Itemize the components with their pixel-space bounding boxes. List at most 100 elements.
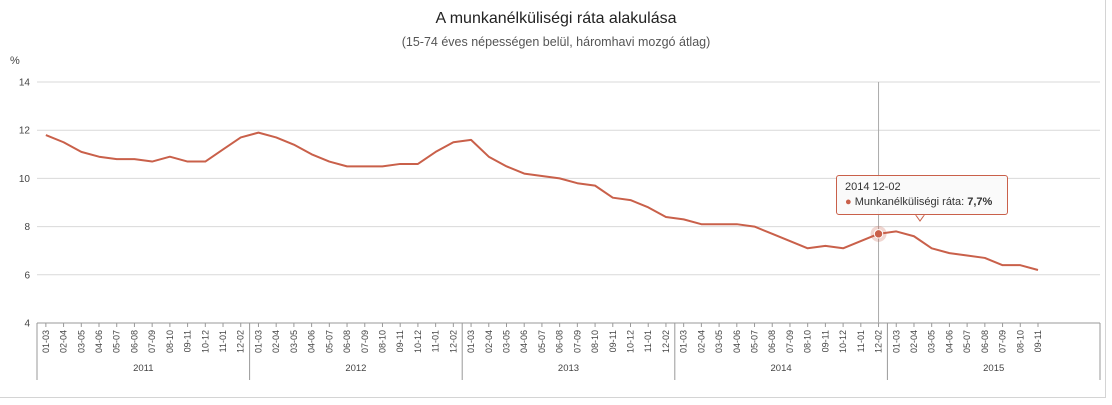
data-point[interactable] bbox=[946, 250, 952, 256]
data-point[interactable] bbox=[61, 139, 67, 145]
data-point[interactable] bbox=[1000, 262, 1006, 268]
x-tick-label: 05-07 bbox=[324, 330, 334, 353]
data-point[interactable] bbox=[521, 171, 527, 177]
data-point[interactable] bbox=[503, 163, 509, 169]
data-point[interactable] bbox=[255, 130, 261, 136]
data-point-highlighted[interactable] bbox=[873, 229, 884, 239]
data-point[interactable] bbox=[610, 195, 616, 201]
x-tick-label: 04-06 bbox=[519, 330, 529, 353]
year-label: 2012 bbox=[345, 363, 366, 374]
data-point[interactable] bbox=[344, 163, 350, 169]
x-tick-label: 06-08 bbox=[767, 330, 777, 353]
x-tick-label: 10-12 bbox=[200, 330, 210, 353]
data-point[interactable] bbox=[964, 253, 970, 259]
x-tick-label: 12-02 bbox=[661, 330, 671, 353]
data-tooltip: 2014 12-02 ● Munkanélküliségi ráta: 7,7% bbox=[836, 175, 1008, 215]
x-tick-label: 03-05 bbox=[289, 330, 299, 353]
x-tick-label: 08-10 bbox=[1015, 330, 1025, 353]
x-axis: 01-03 02-04 03-05 04-06 05-07 06-08 07-09 08-10… bbox=[36, 323, 1101, 380]
data-point[interactable] bbox=[468, 137, 474, 143]
data-point[interactable] bbox=[167, 154, 173, 160]
data-point[interactable] bbox=[291, 142, 297, 148]
data-point[interactable] bbox=[858, 238, 864, 244]
x-tick-label: 02-04 bbox=[271, 330, 281, 353]
x-tick-label: 01-03 bbox=[679, 330, 689, 353]
data-point[interactable] bbox=[149, 159, 155, 165]
data-point[interactable] bbox=[220, 146, 226, 152]
x-tick-label: 02-04 bbox=[696, 330, 706, 353]
data-point[interactable] bbox=[840, 245, 846, 251]
data-point[interactable] bbox=[273, 134, 279, 140]
data-point[interactable] bbox=[574, 180, 580, 186]
y-tick-label: 6 bbox=[24, 270, 30, 281]
year-label: 2015 bbox=[983, 363, 1004, 374]
data-point[interactable] bbox=[663, 214, 669, 220]
data-point[interactable] bbox=[982, 255, 988, 261]
data-point[interactable] bbox=[202, 159, 208, 165]
data-point[interactable] bbox=[185, 159, 191, 165]
x-tick-label: 05-07 bbox=[537, 330, 547, 353]
series-line-unemployment-rate[interactable] bbox=[45, 131, 1039, 271]
x-tick-label: 10-12 bbox=[626, 330, 636, 353]
data-point[interactable] bbox=[628, 197, 634, 203]
data-point[interactable] bbox=[114, 156, 120, 162]
tooltip-bullet-icon: ● bbox=[845, 196, 852, 208]
data-point[interactable] bbox=[769, 231, 775, 237]
x-tick-label: 07-09 bbox=[360, 330, 370, 353]
data-point[interactable] bbox=[805, 245, 811, 251]
data-point[interactable] bbox=[752, 224, 758, 230]
data-point[interactable] bbox=[698, 221, 704, 227]
x-tick-label: 10-12 bbox=[413, 330, 423, 353]
tooltip-date: 2014 12-02 bbox=[845, 181, 901, 193]
x-tick-label: 09-11 bbox=[820, 330, 830, 352]
y-tick-label: 10 bbox=[19, 174, 31, 185]
data-point[interactable] bbox=[787, 238, 793, 244]
x-tick-label: 09-11 bbox=[608, 330, 618, 352]
x-tick-label: 07-09 bbox=[998, 330, 1008, 353]
data-point[interactable] bbox=[238, 134, 244, 140]
data-point[interactable] bbox=[326, 159, 332, 165]
x-tick-label: 12-02 bbox=[874, 330, 884, 353]
x-tick-label: 06-08 bbox=[555, 330, 565, 353]
data-point[interactable] bbox=[734, 221, 740, 227]
x-tick-label: 02-04 bbox=[484, 330, 494, 353]
tooltip-series-label: Munkanélküliségi ráta: bbox=[854, 196, 965, 208]
grid-lines bbox=[37, 81, 1100, 324]
data-point[interactable] bbox=[557, 175, 563, 181]
data-point[interactable] bbox=[309, 151, 315, 157]
data-point[interactable] bbox=[78, 149, 84, 155]
chart-title: A munkanélküliségi ráta alakulása bbox=[435, 10, 677, 27]
data-point[interactable] bbox=[43, 132, 49, 138]
data-point[interactable] bbox=[450, 139, 456, 145]
x-tick-label: 04-06 bbox=[307, 330, 317, 353]
x-tick-label: 06-08 bbox=[342, 330, 352, 353]
y-tick-label: 12 bbox=[19, 126, 31, 137]
x-tick-label: 05-07 bbox=[750, 330, 760, 353]
data-point[interactable] bbox=[893, 228, 899, 234]
data-point[interactable] bbox=[379, 163, 385, 169]
data-point[interactable] bbox=[645, 204, 651, 210]
data-point[interactable] bbox=[822, 243, 828, 249]
data-point[interactable] bbox=[433, 149, 439, 155]
data-point[interactable] bbox=[681, 216, 687, 222]
data-point[interactable] bbox=[1017, 262, 1023, 268]
data-point[interactable] bbox=[415, 161, 421, 167]
data-point[interactable] bbox=[539, 173, 545, 179]
x-tick-label: 02-04 bbox=[59, 330, 69, 353]
data-point[interactable] bbox=[397, 161, 403, 167]
x-tick-label: 01-03 bbox=[41, 330, 51, 353]
data-point[interactable] bbox=[131, 156, 137, 162]
data-point[interactable] bbox=[929, 245, 935, 251]
data-point[interactable] bbox=[716, 221, 722, 227]
data-point[interactable] bbox=[592, 183, 598, 189]
data-point[interactable] bbox=[486, 154, 492, 160]
data-point[interactable] bbox=[911, 233, 917, 239]
data-point[interactable] bbox=[96, 154, 102, 160]
x-tick-label: 11-01 bbox=[643, 330, 653, 352]
y-tick-label: 8 bbox=[24, 222, 30, 233]
data-point[interactable] bbox=[1035, 267, 1041, 273]
data-point[interactable] bbox=[362, 163, 368, 169]
x-tick-label: 01-03 bbox=[253, 330, 263, 353]
tooltip-arrow bbox=[915, 214, 925, 222]
